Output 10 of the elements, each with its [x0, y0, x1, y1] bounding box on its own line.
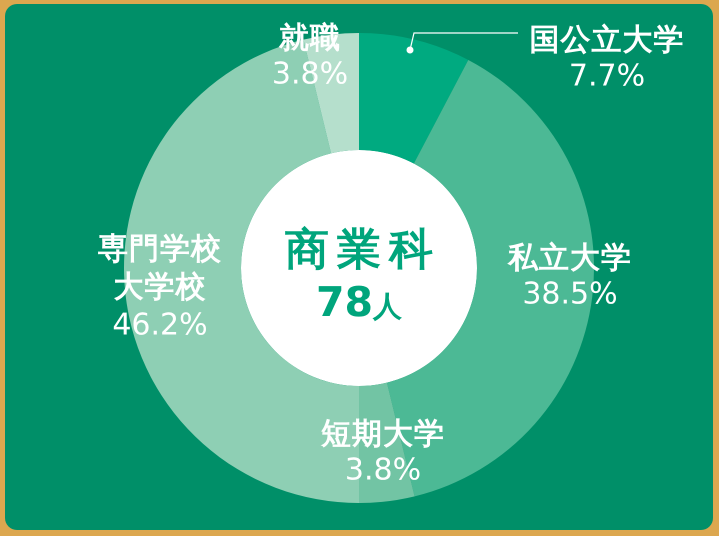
- data-label: 3.8%: [344, 452, 422, 488]
- slice-label: 私立大学: [507, 240, 632, 276]
- donut-slice: [359, 33, 468, 164]
- data-label: 38.5%: [522, 276, 618, 312]
- data-label: 3.8%: [272, 56, 348, 92]
- text: 商業科: [284, 224, 442, 275]
- slice-label: 国公立大学: [530, 22, 684, 58]
- data-label: 7.7%: [568, 58, 646, 94]
- text: 78人: [316, 278, 402, 326]
- slice-label: 短期大学: [320, 416, 445, 452]
